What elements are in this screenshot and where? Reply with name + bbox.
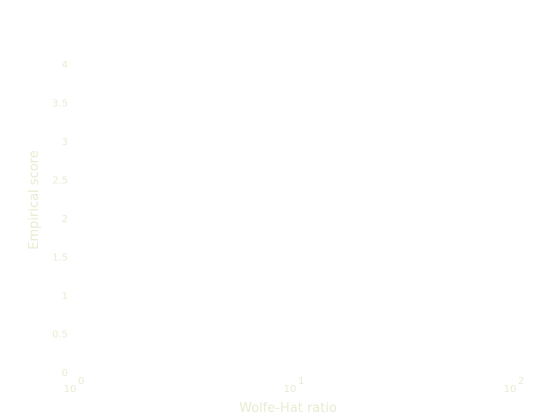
x-tick-exponent: 0 [78, 376, 84, 387]
x-axis-title: Wolfe-Hat ratio [239, 401, 337, 416]
y-tick-label: 3.5 [52, 99, 68, 110]
y-tick-label: 2.5 [52, 176, 68, 187]
y-tick-label: 0.5 [52, 330, 68, 341]
y-axis-ticks: 0 0.5 1 1.5 2 2.5 3 3.5 4 [52, 60, 68, 379]
y-axis-title: Empirical score [27, 150, 42, 250]
y-tick-label: 0 [62, 368, 68, 379]
y-tick-label: 1 [62, 291, 68, 302]
x-tick-label: 10 [64, 384, 77, 395]
y-tick-label: 2 [62, 214, 68, 225]
x-tick-exponent: 2 [518, 376, 524, 387]
x-tick-label: 10 [504, 384, 517, 395]
y-tick-label: 1.5 [52, 253, 68, 264]
y-tick-label: 3 [62, 137, 68, 148]
x-tick-exponent: 1 [298, 376, 304, 387]
y-tick-label: 4 [62, 60, 68, 71]
x-tick-label: 10 [284, 384, 297, 395]
